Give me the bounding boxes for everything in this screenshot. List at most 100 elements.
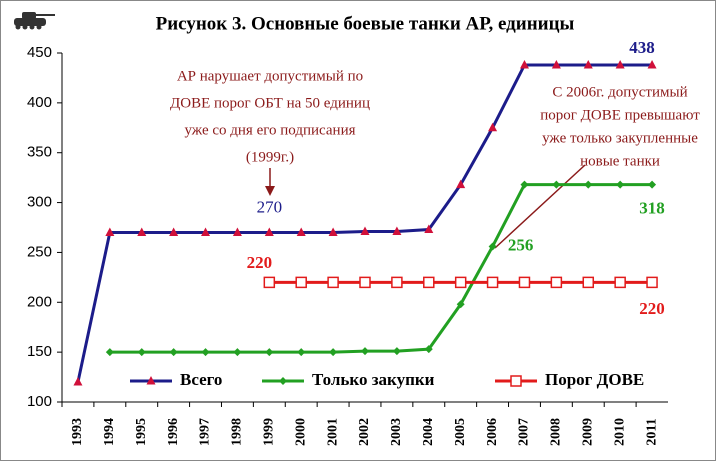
annotation-arrowhead [265,186,275,196]
y-tick-label: 200 [27,293,52,310]
square-marker [518,276,531,289]
x-tick-label: 1994 [102,418,117,446]
x-tick-label: 2002 [357,418,372,446]
tank-icon [14,12,55,30]
triangle-marker [73,377,83,386]
square-marker [391,276,403,289]
square-marker [454,276,467,289]
diamond-marker [265,348,274,357]
series [73,59,657,386]
diamond-marker [488,242,497,251]
data-label: 220 [639,299,665,318]
x-tick-label: 2008 [549,418,564,446]
y-tick-label: 250 [27,243,52,260]
diamond-marker [392,347,401,356]
y-tick-label: 100 [27,393,52,410]
x-tick-label: 2005 [453,418,468,446]
triangle-marker [424,224,434,233]
triangle-marker [392,226,402,235]
diamond-marker [520,180,529,189]
x-tick-label: 2011 [644,418,659,445]
square-marker [510,375,522,387]
legend-label: Всего [180,370,222,389]
y-tick-label: 150 [27,343,52,360]
legend-label: Порог ДОВЕ [545,370,644,389]
square-marker [646,276,658,289]
x-tick-label: 2003 [389,418,404,446]
annotation: новые танки [580,153,660,169]
annotation-arrow [494,164,586,249]
diamond-marker [297,348,306,357]
triangle-marker [360,226,370,235]
data-label: 256 [508,235,534,254]
square-marker [295,276,307,289]
x-tick-label: 2006 [485,418,500,446]
annotation: (1999г.) [246,149,294,165]
y-tick-label: 400 [27,94,52,111]
triangle-marker [456,179,466,189]
triangle-marker [488,122,498,132]
diamond-marker [169,348,178,357]
series [105,180,657,357]
square-marker [486,276,499,289]
triangle-marker [264,227,274,236]
triangle-marker [647,59,657,69]
diamond-marker [424,345,433,354]
x-tick-label: 2000 [293,418,308,446]
x-tick-label: 2004 [421,418,436,446]
series-line [109,183,653,354]
x-tick-label: 1997 [198,418,213,446]
triangle-marker [201,227,211,236]
square-marker [550,276,563,289]
diamond-marker [584,180,593,189]
triangle-marker [615,59,625,69]
data-label: 318 [639,199,665,218]
annotation: порог ДОВЕ превышают [540,107,700,123]
square-marker [614,276,626,289]
x-tick-label: 2009 [580,418,595,446]
diamond-marker [105,348,114,357]
y-tick-label: 300 [27,194,52,211]
triangle-marker [519,59,529,69]
annotation: ДОВЕ порог ОБТ на 50 единиц [170,95,370,111]
y-tick-label: 450 [27,44,52,61]
x-tick-label: 1998 [230,418,245,446]
diamond-marker [616,180,625,189]
diamond-marker [201,348,210,357]
triangle-marker [105,227,115,236]
square-marker [327,276,339,289]
x-tick-label: 2001 [325,418,340,446]
diamond-marker [137,348,146,357]
square-marker [263,276,276,289]
annotation: С 2006г. допустимый [552,84,687,100]
diamond-marker [648,180,657,189]
chart-title: Рисунок 3. Основные боевые танки АР, еди… [156,13,575,34]
diamond-marker [329,348,338,357]
data-label: 270 [257,197,283,216]
triangle-marker [146,376,156,385]
diamond-marker [361,347,369,356]
diamond-marker [279,377,287,385]
diamond-marker [233,348,242,357]
triangle-marker [169,227,179,236]
x-tick-label: 2010 [612,418,627,446]
x-tick-label: 1999 [262,418,277,446]
x-tick-label: 2007 [517,418,532,446]
triangle-marker [328,227,338,236]
data-label: 220 [247,253,273,272]
annotation: уже со дня его подписания [184,122,355,138]
triangle-marker [551,59,561,69]
y-tick-label: 350 [27,144,52,161]
x-tick-label: 1995 [134,418,149,446]
triangle-marker [296,227,306,236]
square-marker [423,276,435,289]
diamond-marker [456,300,465,309]
triangle-marker [137,227,147,236]
series [263,276,658,289]
annotation: АР нарушает допустимый по [177,68,363,84]
square-marker [359,276,371,289]
x-tick-label: 1993 [70,418,85,446]
triangle-marker [232,227,242,236]
data-label: 438 [629,38,655,57]
